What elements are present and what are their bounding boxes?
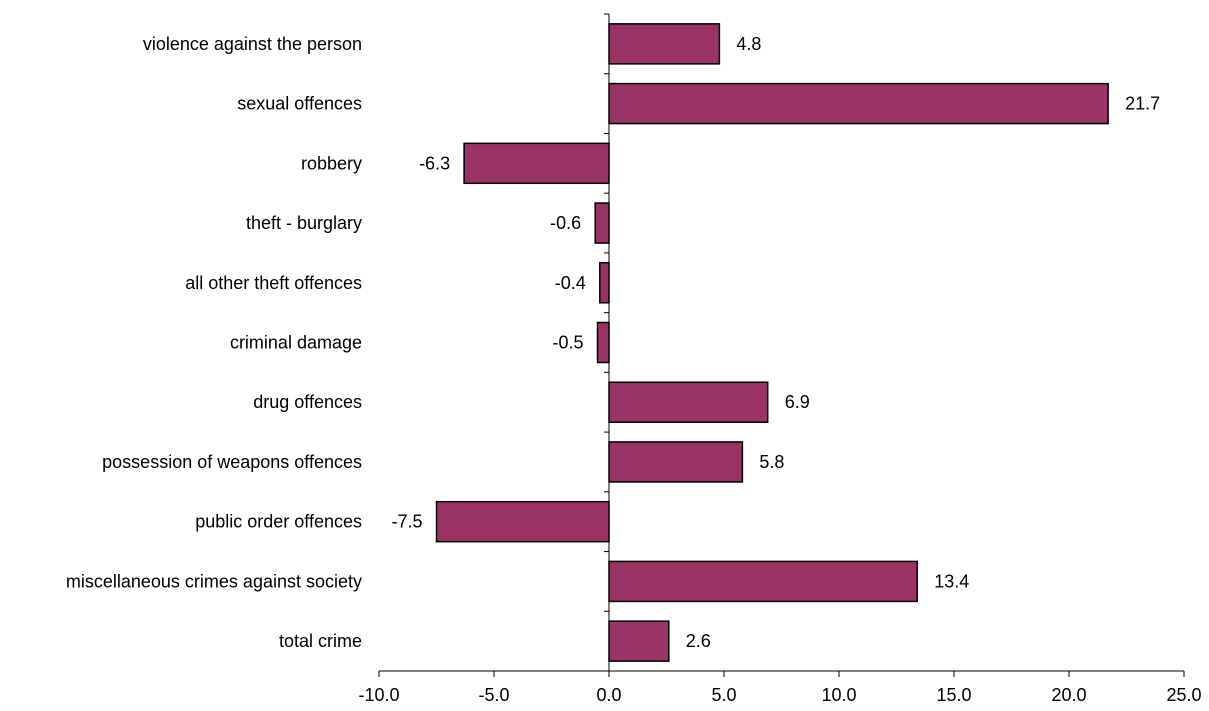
x-tick-label: 0.0 — [596, 685, 621, 705]
data-label: -0.4 — [555, 273, 586, 293]
category-label: theft - burglary — [246, 213, 362, 233]
bar-8 — [608, 441, 744, 483]
category-label: sexual offences — [237, 94, 362, 114]
axes-layer: -10.0 -5.0 0.0 5.0 10.0 15.0 20.0 25.0 — [358, 13, 1202, 705]
data-label: -0.5 — [552, 333, 583, 353]
x-tick-label: -10.0 — [358, 685, 399, 705]
data-label: -0.6 — [550, 213, 581, 233]
category-label: drug offences — [253, 392, 362, 412]
bar-2 — [608, 82, 1109, 125]
data-label: 13.4 — [934, 571, 969, 591]
category-label: public order offences — [195, 512, 362, 532]
x-tick-label: 15.0 — [936, 685, 971, 705]
data-label: 21.7 — [1125, 94, 1160, 114]
category-label: all other theft offences — [185, 273, 362, 293]
data-label: -6.3 — [419, 153, 450, 173]
bar-6 — [596, 321, 610, 364]
x-tick-label: 25.0 — [1166, 685, 1201, 705]
bar-1 — [608, 23, 721, 65]
bar-4 — [594, 202, 610, 244]
x-tick-label: 10.0 — [821, 685, 856, 705]
x-tick-label: -5.0 — [478, 685, 509, 705]
labels-layer: violence against the person 4.8 sexual off… — [66, 34, 1160, 651]
data-label: 4.8 — [736, 34, 761, 54]
data-label: 6.9 — [785, 392, 810, 412]
category-label: violence against the person — [143, 34, 362, 54]
bars-layer — [435, 23, 1109, 662]
bar-5 — [599, 262, 610, 304]
bar-10 — [608, 560, 918, 603]
bar-7 — [608, 381, 769, 423]
category-label: miscellaneous crimes against society — [66, 571, 362, 591]
bar-9 — [435, 500, 610, 543]
data-label: 2.6 — [686, 631, 711, 651]
x-tick-label: 20.0 — [1051, 685, 1086, 705]
bar-3 — [463, 142, 610, 185]
data-label: 5.8 — [759, 452, 784, 472]
data-label: -7.5 — [391, 512, 422, 532]
category-label: possession of weapons offences — [102, 452, 362, 472]
category-label: total crime — [279, 631, 362, 651]
x-tick-label: 5.0 — [711, 685, 736, 705]
bar-11 — [608, 620, 670, 662]
category-label: criminal damage — [230, 333, 362, 353]
category-label: robbery — [301, 153, 362, 173]
